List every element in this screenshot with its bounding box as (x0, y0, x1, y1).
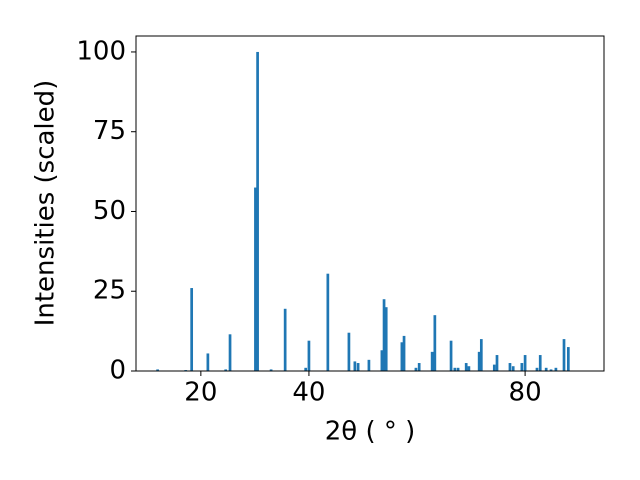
bar (554, 367, 558, 371)
y-tick-label: 75 (93, 116, 126, 146)
bar (414, 367, 418, 371)
bar (353, 361, 357, 371)
bar (523, 355, 527, 371)
y-tick-label: 50 (93, 196, 126, 226)
x-tick-label: 40 (292, 378, 325, 408)
bar (562, 339, 566, 371)
bar (347, 332, 351, 371)
bar (477, 351, 481, 371)
y-tick-label: 0 (109, 356, 126, 386)
bar (384, 307, 388, 371)
bar (538, 355, 542, 371)
bar (566, 347, 570, 371)
bar (156, 369, 159, 371)
bar (382, 299, 386, 371)
bar (206, 353, 210, 371)
bar (549, 369, 553, 371)
bar (256, 51, 259, 371)
bar (495, 355, 499, 371)
bar (283, 308, 287, 371)
bar (508, 363, 512, 371)
bar (380, 350, 384, 371)
bar (400, 342, 404, 371)
bar (402, 335, 406, 371)
bar (228, 334, 232, 371)
plot-frame (135, 35, 605, 372)
bar (269, 369, 273, 371)
bar (356, 363, 360, 371)
bar (224, 369, 228, 371)
bar (449, 340, 453, 371)
x-tick-label: 80 (509, 378, 542, 408)
y-tick-label: 100 (76, 36, 126, 66)
bar (511, 366, 515, 371)
bar (433, 315, 437, 371)
bar (417, 363, 421, 371)
bar (326, 273, 330, 371)
bar (520, 363, 524, 371)
x-tick-label: 20 (184, 378, 217, 408)
bar (544, 367, 548, 371)
bar (492, 364, 496, 371)
bar (304, 367, 308, 371)
bar (453, 367, 457, 371)
bar (367, 359, 371, 371)
bar (456, 367, 460, 371)
bar (307, 340, 311, 371)
x-axis-label: 2θ ( ° ) (325, 417, 416, 447)
bar (479, 339, 483, 371)
y-axis-label: Intensities (scaled) (31, 80, 61, 327)
bar (464, 363, 468, 371)
bar (467, 366, 471, 371)
bar (430, 351, 434, 371)
bar (190, 288, 194, 371)
bar (535, 367, 539, 371)
bar (254, 187, 257, 371)
y-tick-label: 25 (93, 276, 126, 306)
